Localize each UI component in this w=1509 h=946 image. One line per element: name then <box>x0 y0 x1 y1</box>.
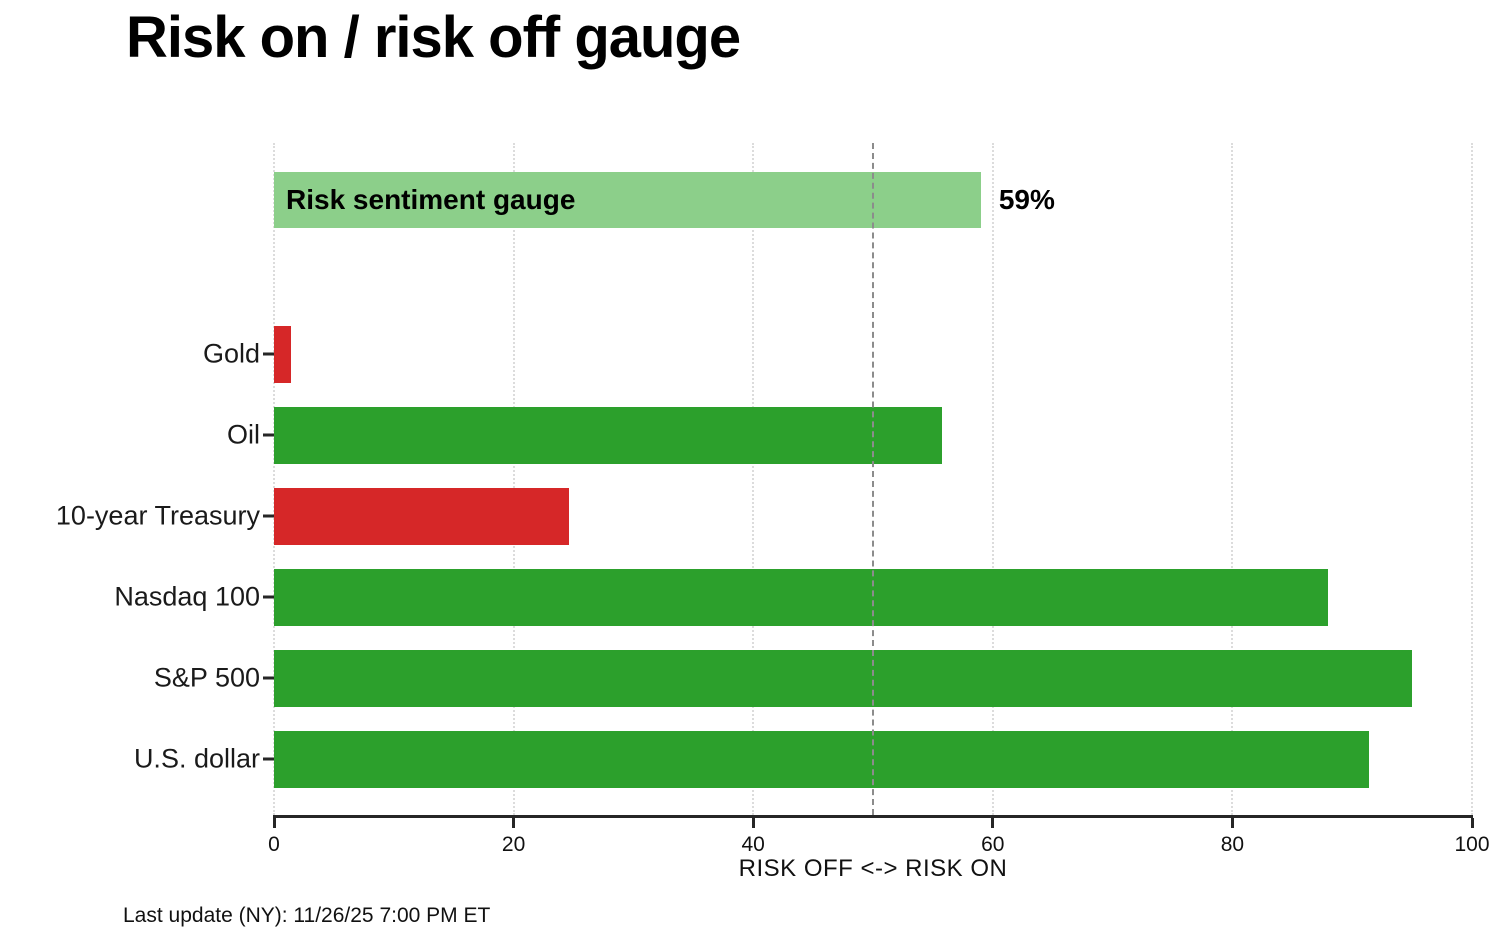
y-tick <box>263 757 274 761</box>
category-label: U.S. dollar <box>133 743 260 774</box>
y-tick <box>263 514 274 518</box>
category-label: Nasdaq 100 <box>114 581 260 612</box>
gridline <box>752 143 755 815</box>
bar <box>274 649 1413 707</box>
chart-title: Risk on / risk off gauge <box>126 5 741 70</box>
x-tick-label: 0 <box>268 833 280 856</box>
x-tick-label: 60 <box>981 833 1005 856</box>
x-tick <box>272 818 276 828</box>
gauge-bar: Risk sentiment gauge <box>274 172 981 228</box>
gridline <box>991 143 994 815</box>
x-tick <box>512 818 516 828</box>
gridline <box>1231 143 1234 815</box>
y-tick <box>263 433 274 437</box>
x-tick <box>1230 818 1234 828</box>
bar <box>274 568 1329 626</box>
bar <box>274 325 291 383</box>
bar <box>274 406 943 464</box>
plot-area: Risk sentiment gauge 59% Gold Oil 10-year … <box>56 143 1490 882</box>
gridline <box>1471 143 1473 815</box>
x-tick-label: 20 <box>501 833 526 856</box>
x-tick <box>751 818 755 828</box>
x-axis-title: RISK OFF <-> RISK ON <box>738 855 1008 882</box>
bar-row: Oil <box>227 406 1472 464</box>
bar-row: 10-year Treasury <box>56 487 1472 545</box>
x-tick <box>991 818 995 828</box>
bar-row: U.S. dollar <box>134 730 1472 788</box>
gridline <box>273 143 275 815</box>
gauge-row: Risk sentiment gauge 59% <box>274 172 1472 228</box>
y-tick <box>263 352 274 356</box>
x-axis-line <box>273 815 1473 818</box>
x-tick-label: 100 <box>1454 833 1490 856</box>
threshold-line <box>872 143 874 815</box>
gridline <box>512 143 515 815</box>
x-tick <box>1470 818 1474 828</box>
x-tick-label: 80 <box>1220 833 1245 856</box>
x-tick-label: 40 <box>741 833 765 856</box>
category-label: Gold <box>202 338 260 369</box>
bar-row: Gold <box>203 325 1472 383</box>
bar <box>274 487 569 545</box>
last-update-note: Last update (NY): 11/26/25 7:00 PM ET <box>123 904 491 927</box>
bar-row: Nasdaq 100 <box>114 568 1472 626</box>
category-label: 10-year Treasury <box>55 500 260 531</box>
gauge-value-annotation: 59% <box>998 184 1055 215</box>
category-label: S&P 500 <box>153 662 260 693</box>
bar-row: S&P 500 <box>154 649 1472 707</box>
gauge-label: Risk sentiment gauge <box>286 184 576 215</box>
y-tick <box>263 595 274 599</box>
category-label: Oil <box>227 419 260 450</box>
bar <box>274 730 1369 788</box>
y-tick <box>263 676 274 680</box>
